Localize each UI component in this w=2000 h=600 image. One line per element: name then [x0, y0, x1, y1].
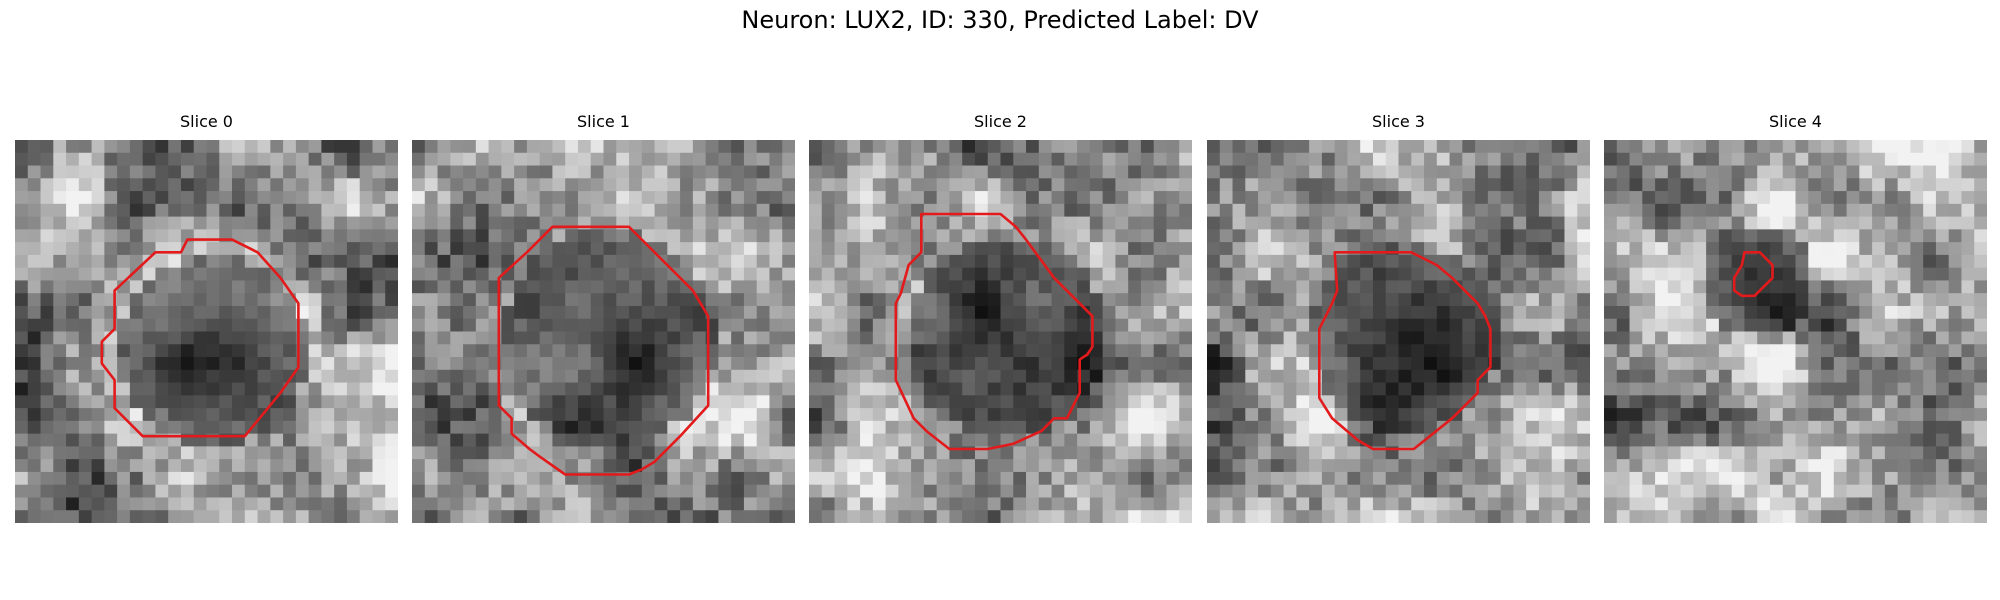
panel-title: Slice 1 [577, 112, 630, 131]
panel-title: Slice 4 [1769, 112, 1822, 131]
panel-title: Slice 2 [974, 112, 1027, 131]
figure-title: Neuron: LUX2, ID: 330, Predicted Label: … [741, 6, 1259, 34]
slice-0-pixel-grid [15, 140, 398, 523]
panel-slice-2: Slice 2 [809, 110, 1192, 523]
panel-slice-0: Slice 0 [15, 110, 398, 523]
slice-image [15, 140, 398, 523]
roi-contour [1732, 251, 1774, 298]
roi-contour [100, 238, 300, 438]
slice-4-pixel-grid [1604, 140, 1987, 523]
roi-contour [894, 212, 1094, 451]
slice-2-pixel-grid [809, 140, 1192, 523]
panel-slice-4: Slice 4 [1604, 110, 1987, 523]
slice-image [1207, 140, 1590, 523]
slice-1-pixel-grid [412, 140, 795, 523]
slice-image [1604, 140, 1987, 523]
panel-slice-1: Slice 1 [412, 110, 795, 523]
roi-contour [497, 225, 710, 476]
slice-3-pixel-grid [1207, 140, 1590, 523]
slice-image [412, 140, 795, 523]
panel-title: Slice 3 [1372, 112, 1425, 131]
slice-image [809, 140, 1192, 523]
roi-contour [1318, 251, 1492, 451]
panel-title: Slice 0 [180, 112, 233, 131]
panel-slice-3: Slice 3 [1207, 110, 1590, 523]
